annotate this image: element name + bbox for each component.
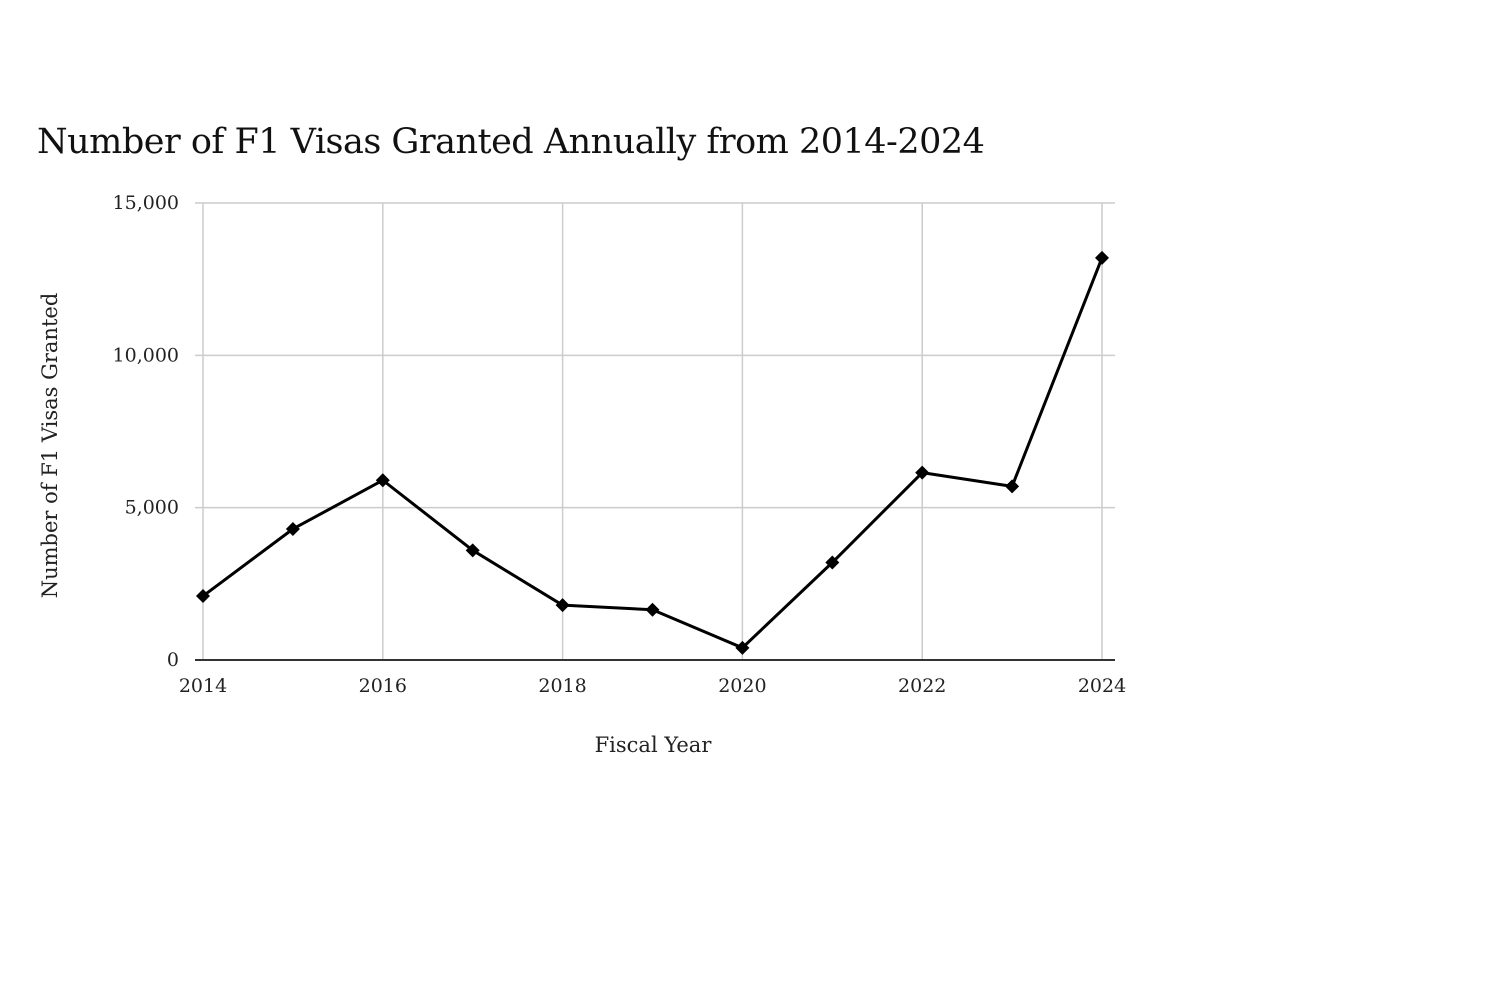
y-tick-label: 10,000 xyxy=(113,344,179,366)
data-point xyxy=(645,602,660,617)
y-tick-label: 15,000 xyxy=(113,192,179,214)
data-point xyxy=(375,473,390,488)
x-tick-label: 2014 xyxy=(179,675,227,697)
series-layer xyxy=(196,250,1109,655)
x-tick-label: 2024 xyxy=(1078,675,1126,697)
data-point xyxy=(465,543,480,558)
x-tick-label: 2016 xyxy=(359,675,407,697)
data-point xyxy=(735,640,750,655)
series-line xyxy=(202,257,1104,650)
data-point xyxy=(285,521,300,536)
data-point xyxy=(1095,250,1109,265)
grid-layer xyxy=(195,202,1115,660)
x-axis-title: Fiscal Year xyxy=(595,733,713,757)
x-tick-label: 2022 xyxy=(898,675,946,697)
y-tick-label: 0 xyxy=(167,649,179,671)
data-point xyxy=(196,589,210,604)
data-point xyxy=(555,598,570,613)
data-point xyxy=(1005,479,1020,494)
x-tick-label: 2018 xyxy=(538,675,586,697)
x-tick-label: 2020 xyxy=(718,675,766,697)
data-point xyxy=(915,465,930,480)
tick-layer: 0 5,000 10,000 15,000 2014 2016 2018 2020 2022 20… xyxy=(113,192,1127,697)
y-tick-label: 5,000 xyxy=(125,497,179,519)
data-point xyxy=(825,555,840,570)
y-axis-title: Number of F1 Visas Granted xyxy=(38,293,62,599)
chart-title: Number of F1 Visas Granted Annually from… xyxy=(37,122,985,162)
